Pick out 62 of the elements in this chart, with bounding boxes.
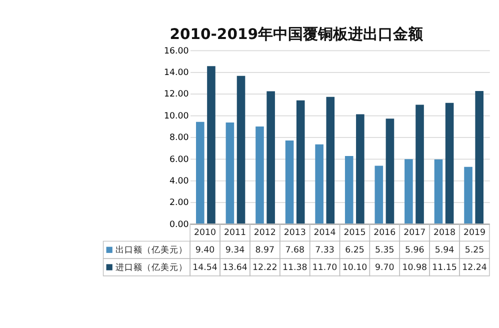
data-label: 5.25 (464, 245, 484, 256)
data-label: 9.70 (375, 262, 394, 273)
bar (404, 159, 413, 224)
x-tick-label: 2014 (314, 228, 336, 238)
data-label: 14.54 (192, 262, 218, 273)
x-tick-label: 2016 (374, 228, 396, 238)
data-label: 5.35 (375, 245, 394, 256)
bar (356, 114, 364, 224)
bar (374, 166, 384, 224)
data-label: 9.34 (225, 245, 246, 256)
bar (464, 166, 472, 224)
y-tick-label: 10.00 (164, 111, 189, 122)
data-label: 12.22 (252, 262, 278, 273)
data-label: 10.10 (342, 262, 368, 273)
data-label: 6.25 (345, 245, 364, 256)
bar (416, 104, 424, 224)
x-tick-label: 2015 (344, 228, 366, 238)
data-label: 8.97 (255, 245, 275, 256)
legend-label: 进口额（亿美元） (115, 262, 188, 273)
x-tick-label: 2011 (224, 228, 246, 238)
y-tick-label: 0.00 (169, 220, 189, 230)
bar (344, 156, 354, 224)
bar (315, 144, 324, 224)
data-label: 9.40 (195, 245, 215, 256)
data-label: 12.24 (462, 262, 488, 273)
y-tick-label: 6.00 (169, 154, 189, 165)
bar (236, 76, 246, 224)
y-tick-label: 16.00 (164, 46, 189, 56)
data-label: 5.96 (404, 245, 424, 256)
bar (445, 102, 454, 224)
data-label: 5.94 (434, 245, 455, 256)
data-label: 11.38 (282, 262, 308, 273)
x-tick-label: 2018 (434, 228, 456, 238)
data-label: 13.64 (222, 262, 248, 273)
x-tick-label: 2017 (404, 228, 426, 238)
y-tick-label: 8.00 (169, 133, 189, 144)
y-tick-label: 4.00 (169, 176, 189, 186)
y-tick-label: 14.00 (164, 68, 189, 78)
bar (226, 122, 234, 224)
data-label: 7.33 (315, 245, 334, 256)
data-label: 11.70 (312, 262, 338, 273)
bar (196, 122, 204, 224)
x-tick-label: 2019 (463, 228, 486, 238)
bar (256, 126, 264, 224)
x-tick-label: 2010 (194, 228, 216, 238)
data-label: 7.68 (285, 245, 304, 256)
bar (296, 100, 305, 224)
bar (386, 118, 394, 224)
bar (326, 96, 335, 224)
bar (434, 159, 443, 224)
bar (207, 66, 216, 224)
y-tick-label: 2.00 (169, 198, 189, 208)
data-label: 10.98 (402, 262, 427, 273)
bar (285, 140, 294, 224)
y-tick-label: 12.00 (164, 90, 189, 100)
data-label: 11.15 (432, 262, 457, 273)
chart-title: 2010-2019年中国覆铜板进出口金额 (170, 24, 424, 43)
bar (475, 91, 484, 224)
x-tick-label: 2013 (284, 228, 306, 238)
x-tick-label: 2012 (254, 228, 276, 238)
bar (266, 91, 275, 224)
legend-label: 出口额（亿美元） (115, 244, 188, 256)
